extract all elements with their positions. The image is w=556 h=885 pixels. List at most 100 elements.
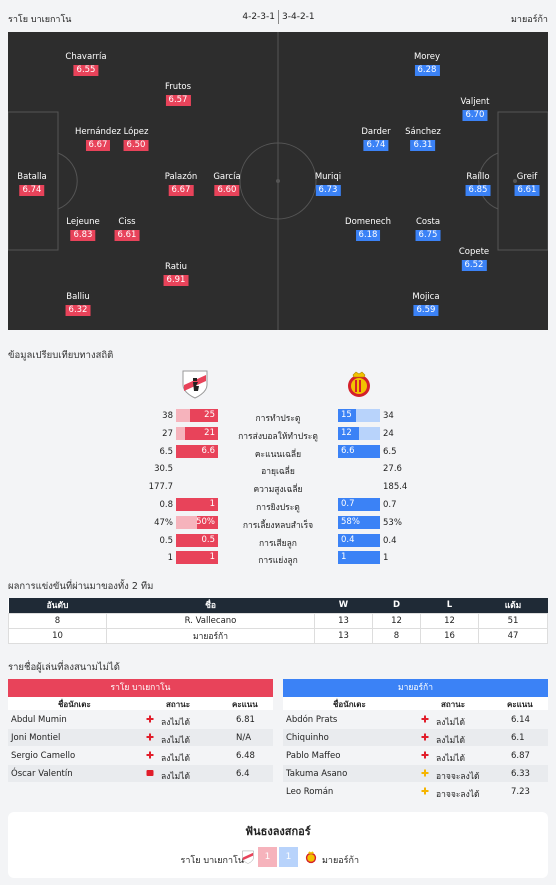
away-player[interactable]: Mojica 6.59 <box>412 292 440 316</box>
doubtful-cross-icon <box>421 787 429 795</box>
home-player[interactable]: Ratiu 6.91 <box>163 262 189 286</box>
away-stat-bar: 0.4 <box>338 533 380 547</box>
home-stat-value: 1 <box>209 499 215 509</box>
team-cell: R. Vallecano <box>106 612 315 629</box>
away-unavailable-header: มายอร์ก้า <box>283 679 548 697</box>
loss-cell: 16 <box>420 627 479 644</box>
player-rating: 6.52 <box>461 260 487 271</box>
player-name: Ciss <box>118 217 136 227</box>
away-player[interactable]: Muriqi 6.73 <box>315 172 341 196</box>
stat-row: 47% การเลี้ยงหลบสำเร็จ 53% 50% 58% <box>0 515 556 531</box>
player-name: Mojica <box>412 292 440 302</box>
home-stat-bar: 21 <box>176 426 218 440</box>
player-name: Costa <box>415 217 441 227</box>
home-stat-bar: 50% <box>176 515 218 529</box>
away-stat-total: 24 <box>383 428 394 439</box>
col-score: คะแนน <box>507 700 533 709</box>
home-player[interactable]: Lejeune 6.83 <box>66 217 100 241</box>
away-player[interactable]: Raíllo 6.85 <box>465 172 491 196</box>
player-name: López <box>123 127 149 137</box>
prediction-away-score: 1 <box>279 847 298 867</box>
player-name: Raíllo <box>466 172 490 182</box>
home-stat-bar: 25 <box>176 409 218 422</box>
player-name: Leo Román <box>286 787 334 797</box>
home-stat-total: 0.5 <box>159 535 173 546</box>
home-unavailable-columns: ชื่อนักเตะ สถานะ คะแนน <box>8 697 273 710</box>
home-player[interactable]: Frutos 6.57 <box>165 82 191 106</box>
home-player[interactable]: López 6.50 <box>123 127 149 151</box>
player-status: อาจจะลงได้ <box>436 772 480 782</box>
away-stat-total: 6.5 <box>383 446 397 457</box>
away-stat-bar: 12 <box>338 426 380 440</box>
away-stat-bar: 6.6 <box>338 444 380 458</box>
home-formation: 4-2-3-1 <box>242 12 275 22</box>
home-stat-bar: 0.5 <box>176 533 218 547</box>
player-name: Greif <box>516 172 538 182</box>
player-name: Chavarría <box>65 52 107 62</box>
player-name: Muriqi <box>314 172 342 182</box>
away-player[interactable]: Darder 6.74 <box>361 127 391 151</box>
home-player[interactable]: Batalla 6.74 <box>17 172 47 196</box>
prediction-home-score: 1 <box>258 847 277 867</box>
away-player[interactable]: Valjent 6.70 <box>460 97 490 121</box>
player-rating: 6.18 <box>355 230 381 241</box>
formation-divider <box>278 10 279 24</box>
stat-row: 1 การแย่งลูก 1 1 1 <box>0 551 556 566</box>
home-player[interactable]: Chavarría 6.55 <box>65 52 107 76</box>
player-status: ลงไม่ได้ <box>161 772 191 782</box>
col-win: W <box>314 598 373 613</box>
home-stat-value: 50% <box>196 516 215 527</box>
away-stat-total: 185.4 <box>383 482 408 493</box>
away-player[interactable]: Costa 6.75 <box>415 217 441 241</box>
list-item: Takuma Asano อาจจะลงได้ 6.33 <box>283 765 548 782</box>
away-stat-value: 1 <box>341 552 347 563</box>
rank-cell: 8 <box>8 612 107 629</box>
player-name: Ratiu <box>164 262 187 272</box>
player-name: Abdul Mumin <box>11 715 67 725</box>
draw-cell: 8 <box>372 627 421 644</box>
player-name: Sánchez <box>405 127 441 137</box>
stat-row: 6.5 คะแนนเฉลี่ย 6.5 6.6 6.6 <box>0 444 556 460</box>
player-status: ลงไม่ได้ <box>436 736 466 746</box>
win-cell: 13 <box>314 627 373 644</box>
player-name: Pablo Maffeo <box>286 751 341 761</box>
stat-label: คะแนนเฉลี่ย <box>254 449 302 460</box>
home-player[interactable]: Palazón 6.67 <box>165 172 197 196</box>
home-stat-bar: 1 <box>176 551 218 565</box>
home-player[interactable]: García 6.60 <box>213 172 241 196</box>
home-player[interactable]: Hernández 6.67 <box>75 127 121 151</box>
away-stat-bar: 58% <box>338 515 380 529</box>
player-score: 6.87 <box>511 751 530 761</box>
prediction-home-name: ราโย บาเยกาโน <box>180 856 244 866</box>
player-rating: 6.55 <box>73 65 99 76</box>
away-player[interactable]: Morey 6.28 <box>414 52 440 76</box>
player-rating: 6.28 <box>414 65 440 76</box>
stat-label: การยิงประตู <box>256 503 300 513</box>
home-player[interactable]: Balliu 6.32 <box>65 292 91 316</box>
away-player[interactable]: Sánchez 6.31 <box>405 127 441 151</box>
player-rating: 6.31 <box>410 140 436 151</box>
loss-cell: 12 <box>420 612 479 629</box>
away-stat-value: 12 <box>341 427 352 438</box>
player-score: 6.81 <box>236 715 255 725</box>
col-team: ชื่อ <box>106 598 315 613</box>
player-name: Abdón Prats <box>286 715 338 725</box>
home-player[interactable]: Ciss 6.61 <box>114 217 140 241</box>
player-score: 6.33 <box>511 769 530 779</box>
player-name: Domenech <box>345 217 391 227</box>
away-stat-value: 58% <box>341 516 360 527</box>
table-row: 8 R. Vallecano 13 12 12 51 <box>8 612 548 629</box>
stat-row: 0.5 การเสียลูก 0.4 0.5 0.4 <box>0 533 556 549</box>
stat-label: อายุเฉลี่ย <box>261 467 295 478</box>
stat-label: ความสูงเฉลี่ย <box>253 485 303 496</box>
away-player[interactable]: Domenech 6.18 <box>345 217 391 241</box>
home-team-name: ราโย บาเยกาโน <box>8 15 72 25</box>
player-rating: 6.73 <box>315 185 341 196</box>
player-name: Takuma Asano <box>286 769 348 779</box>
away-player[interactable]: Greif 6.61 <box>514 172 540 196</box>
player-rating: 6.61 <box>114 230 140 241</box>
list-item: Joni Montiel ลงไม่ได้ N/A <box>8 729 273 746</box>
player-name: Frutos <box>164 82 192 92</box>
away-player[interactable]: Copete 6.52 <box>459 247 489 271</box>
col-status: สถานะ <box>166 700 190 709</box>
